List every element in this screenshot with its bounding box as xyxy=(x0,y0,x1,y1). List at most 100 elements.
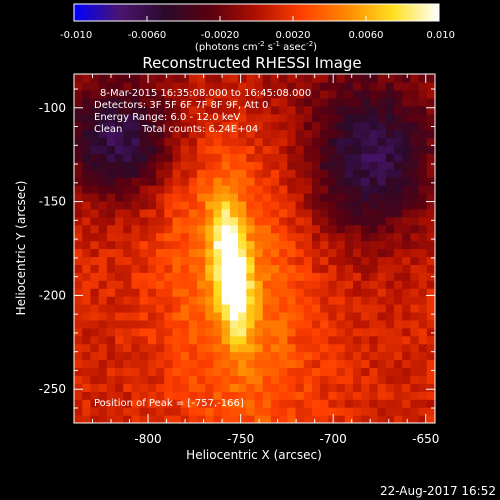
heatmap-cell xyxy=(197,399,206,408)
heatmap-cell xyxy=(377,335,387,345)
heatmap-cell xyxy=(361,208,370,218)
heatmap-cell xyxy=(197,288,206,297)
heatmap-cell xyxy=(147,351,157,361)
heatmap-cell xyxy=(90,113,100,123)
heatmap-cell xyxy=(172,129,182,139)
heatmap-cell xyxy=(426,272,435,281)
heatmap-cell xyxy=(123,232,133,242)
heatmap-cell xyxy=(213,304,223,313)
heatmap-cell xyxy=(90,153,100,162)
heatmap-cell xyxy=(270,192,280,202)
heatmap-cell xyxy=(361,256,370,265)
heatmap-cell xyxy=(74,89,83,99)
heatmap-cell xyxy=(164,113,174,123)
heatmap-cell xyxy=(385,280,395,289)
y-tick-label: -250 xyxy=(39,382,66,396)
heatmap-cell xyxy=(426,407,435,416)
heatmap-cell xyxy=(336,232,346,242)
heatmap-cell xyxy=(377,208,387,218)
heatmap-cell xyxy=(123,375,133,384)
heatmap-cell xyxy=(295,185,305,194)
heatmap-cell xyxy=(328,399,338,408)
heatmap-cell xyxy=(352,415,362,423)
heatmap-cell xyxy=(188,280,198,289)
heatmap-cell xyxy=(156,399,165,408)
heatmap-cell xyxy=(262,105,272,115)
heatmap-cell xyxy=(361,248,370,258)
heatmap-cell xyxy=(254,208,264,218)
heatmap-cell xyxy=(164,407,174,416)
heatmap-cell xyxy=(156,89,165,99)
heatmap-cell xyxy=(147,367,157,377)
heatmap-cell xyxy=(164,311,174,321)
heatmap-cell xyxy=(352,200,362,210)
heatmap-cell xyxy=(385,153,395,162)
heatmap-cell xyxy=(369,272,379,281)
heatmap-cell xyxy=(238,145,247,154)
heatmap-cell xyxy=(385,169,395,178)
heatmap-cell xyxy=(393,224,403,234)
heatmap-cell xyxy=(246,264,256,273)
heatmap-cell xyxy=(106,89,116,99)
heatmap-cell xyxy=(213,311,223,321)
heatmap-cell xyxy=(410,280,420,289)
heatmap-cell xyxy=(221,208,231,218)
heatmap-cell xyxy=(90,391,100,400)
heatmap-cell xyxy=(246,359,256,369)
heatmap-cell xyxy=(197,224,206,234)
heatmap-cell xyxy=(246,367,256,377)
heatmap-cell xyxy=(369,375,379,384)
heatmap-cell xyxy=(147,74,157,83)
heatmap-cell xyxy=(139,280,149,289)
heatmap-cell xyxy=(352,375,362,384)
heatmap-cell xyxy=(197,248,206,258)
heatmap-cell xyxy=(254,248,264,258)
heatmap-cell xyxy=(410,248,420,258)
heatmap-cell xyxy=(188,121,198,131)
heatmap-cell xyxy=(336,351,346,361)
heatmap-cell xyxy=(188,105,198,115)
heatmap-cell xyxy=(188,216,198,226)
heatmap-cell xyxy=(164,74,174,83)
heatmap-cell xyxy=(369,161,379,170)
heatmap-cell xyxy=(311,185,321,194)
heatmap-cell xyxy=(82,121,92,131)
heatmap-cell xyxy=(188,264,198,273)
heatmap-cell xyxy=(74,383,83,392)
heatmap-cell xyxy=(311,399,321,408)
heatmap-cell xyxy=(369,208,379,218)
heatmap-cell xyxy=(303,200,313,210)
heatmap-cell xyxy=(82,145,92,154)
heatmap-cell xyxy=(393,161,403,170)
heatmap-cell xyxy=(393,288,403,297)
heatmap-cell xyxy=(188,192,198,202)
heatmap-cell xyxy=(188,81,198,91)
heatmap-cell xyxy=(270,200,280,210)
heatmap-cell xyxy=(246,335,256,345)
heatmap-cell xyxy=(98,351,108,361)
heatmap-cell xyxy=(336,367,346,377)
heatmap-cell xyxy=(377,153,387,162)
heatmap-cell xyxy=(254,272,264,281)
heatmap-cell xyxy=(320,200,329,210)
heatmap-cell xyxy=(369,232,379,242)
heatmap-cell xyxy=(164,288,174,297)
heatmap-cell xyxy=(385,311,395,321)
heatmap-cell xyxy=(254,232,264,242)
heatmap-cell xyxy=(279,327,288,337)
heatmap-cell xyxy=(303,319,313,329)
heatmap-cell xyxy=(418,89,428,99)
heatmap-cell xyxy=(82,327,92,337)
heatmap-cell xyxy=(377,359,387,369)
colorbar-tick-label: -0.010 xyxy=(60,30,92,41)
heatmap-cell xyxy=(213,327,223,337)
heatmap-cell xyxy=(139,81,149,91)
heatmap-cell xyxy=(262,113,272,123)
heatmap-cell xyxy=(197,177,206,186)
heatmap-cell xyxy=(270,216,280,226)
heatmap-cell xyxy=(106,129,116,139)
heatmap-cell xyxy=(344,375,354,384)
heatmap-cell xyxy=(188,185,198,194)
heatmap-cell xyxy=(287,248,297,258)
heatmap-cell xyxy=(82,375,92,384)
